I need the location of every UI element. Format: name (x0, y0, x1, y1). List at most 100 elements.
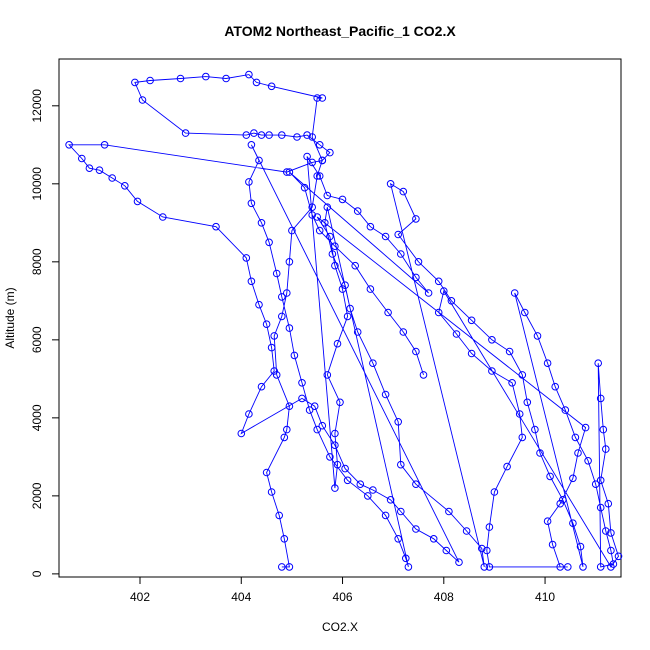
data-point (556, 563, 565, 571)
data-point (551, 382, 560, 391)
data-point (412, 347, 420, 356)
data-point (569, 519, 577, 528)
data-point (267, 488, 276, 496)
data-point (331, 441, 339, 450)
data-point (366, 222, 375, 231)
data-point (343, 312, 352, 321)
data-point (602, 445, 610, 453)
data-point (252, 78, 261, 87)
data-point (419, 371, 428, 379)
data-point (561, 406, 570, 414)
data-point (381, 232, 390, 241)
data-point (308, 133, 317, 141)
data-point (176, 74, 185, 83)
y-axis-label: Altitude (m) (3, 287, 17, 348)
data-point (285, 563, 294, 571)
data-series (65, 70, 623, 571)
data-point (364, 492, 372, 500)
data-point (445, 507, 453, 516)
data-point (300, 183, 309, 192)
data-point (257, 131, 266, 139)
data-point (131, 78, 139, 87)
data-point (285, 324, 294, 332)
data-point (462, 527, 471, 535)
data-point (245, 70, 253, 79)
data-point (488, 336, 496, 344)
data-point (467, 349, 476, 358)
data-point (108, 174, 116, 182)
data-point (293, 133, 301, 141)
data-point (485, 563, 494, 571)
data-point (278, 131, 286, 139)
data-point (351, 261, 360, 270)
data-point (146, 76, 154, 85)
data-point (455, 558, 463, 567)
data-point (424, 289, 433, 297)
y-tick-label: 0 (30, 570, 44, 577)
data-point (262, 468, 271, 477)
data-point (331, 429, 339, 438)
y-tick-label: 8000 (30, 248, 44, 275)
data-point (331, 261, 339, 270)
data-point (412, 525, 420, 533)
data-point (533, 332, 542, 340)
data-point (78, 154, 86, 163)
data-point (414, 258, 423, 266)
data-point (318, 156, 327, 165)
data-point (121, 182, 129, 190)
data-point (546, 472, 554, 481)
data-point (366, 285, 375, 293)
data-point (596, 394, 605, 403)
data-point (313, 425, 322, 434)
data-point (313, 172, 322, 180)
data-point (308, 158, 317, 167)
data-point (222, 74, 230, 83)
data-point (85, 164, 94, 172)
data-point (308, 211, 317, 219)
data-point (467, 316, 476, 325)
data-point (280, 433, 289, 442)
data-point (338, 285, 347, 293)
data-point (518, 433, 527, 442)
data-point (490, 488, 499, 496)
y-tick-label: 6000 (30, 326, 44, 353)
data-point (399, 328, 408, 336)
data-point (333, 339, 342, 348)
data-point (321, 219, 329, 227)
data-point (315, 226, 324, 235)
data-point (515, 410, 524, 418)
plot-frame (58, 58, 622, 578)
data-point (278, 563, 286, 571)
data-point (255, 300, 263, 309)
data-point (569, 474, 577, 483)
data-point (95, 166, 104, 174)
data-point (596, 503, 605, 512)
x-axis-label: CO2.X (322, 620, 358, 634)
data-point (336, 398, 344, 407)
data-point (159, 213, 167, 221)
data-point (310, 402, 319, 411)
data-point (338, 195, 347, 204)
y-axis: 0 2000 4000 6000 8000 10000 12000 (30, 89, 59, 577)
data-point (272, 269, 281, 278)
data-point (440, 287, 448, 295)
data-point (581, 423, 590, 432)
data-point (247, 141, 256, 149)
data-point (247, 277, 256, 286)
data-point (247, 199, 256, 208)
data-point (353, 207, 362, 215)
chart-title: ATOM2 Northeast_Pacific_1 CO2.X (224, 23, 456, 39)
data-point (343, 476, 352, 485)
data-point (298, 394, 306, 403)
data-point (318, 94, 327, 102)
series-line (68, 74, 619, 568)
x-axis: 402 404 406 408 410 (130, 577, 555, 604)
data-point (275, 511, 284, 520)
data-point (323, 191, 332, 200)
data-point (242, 254, 251, 262)
data-point (257, 219, 266, 227)
data-point (245, 410, 253, 418)
x-tick-label: 410 (535, 590, 555, 604)
data-point (602, 527, 610, 535)
data-point (548, 540, 557, 549)
